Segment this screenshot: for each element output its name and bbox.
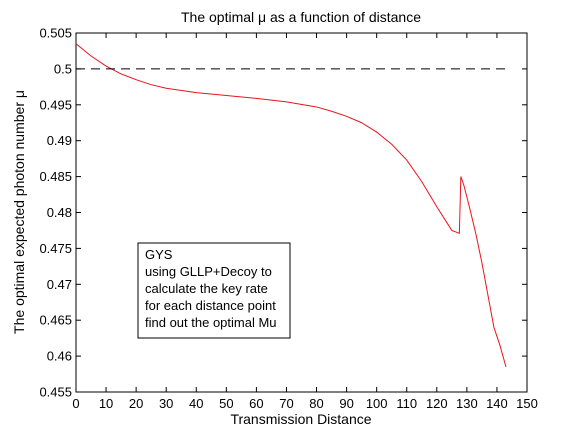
annotation-line-3: calculate the key rate xyxy=(145,281,268,296)
annotation-box: GYS using GLLP+Decoy to calculate the ke… xyxy=(137,242,291,339)
y-tick-label: 0.465 xyxy=(39,313,72,328)
y-axis-label: The optimal expected photon number μ xyxy=(11,90,27,334)
optimal-mu-series-line xyxy=(75,43,507,368)
x-axis-label: Transmission Distance xyxy=(230,411,371,427)
y-tick-label: 0.47 xyxy=(47,277,72,292)
x-axis-ticks: 0 10 20 30 40 50 60 70 80 90 100 110 120 130 140 150 xyxy=(72,33,538,411)
annotation-line-5: find out the optimal Mu xyxy=(145,315,277,330)
y-tick-label: 0.49 xyxy=(47,133,72,148)
x-tick-label: 110 xyxy=(396,396,417,411)
series-layer xyxy=(75,43,507,368)
y-tick-label: 0.505 xyxy=(39,26,72,41)
y-tick-label: 0.495 xyxy=(39,97,72,112)
annotation-frame xyxy=(137,242,291,339)
x-tick-label: 10 xyxy=(99,396,113,411)
x-tick-label: 30 xyxy=(159,396,173,411)
x-tick-label: 150 xyxy=(516,396,538,411)
y-tick-label: 0.5 xyxy=(54,61,72,76)
x-tick-label: 140 xyxy=(486,396,508,411)
annotation-line-1: GYS xyxy=(145,247,173,262)
x-tick-label: 0 xyxy=(72,396,79,411)
x-tick-label: 80 xyxy=(309,396,323,411)
x-tick-label: 40 xyxy=(189,396,203,411)
x-tick-label: 70 xyxy=(279,396,293,411)
y-tick-label: 0.485 xyxy=(39,169,72,184)
x-tick-label: 20 xyxy=(129,396,143,411)
chart-title: The optimal μ as a function of distance xyxy=(181,9,421,25)
y-tick-label: 0.455 xyxy=(39,385,72,400)
annotation-line-4: for each distance point xyxy=(145,298,276,313)
y-tick-label: 0.46 xyxy=(47,349,72,364)
y-tick-label: 0.475 xyxy=(39,241,72,256)
x-tick-label: 120 xyxy=(426,396,448,411)
x-tick-label: 50 xyxy=(219,396,233,411)
y-axis-ticks: 0.455 0.46 0.465 0.47 0.475 0.48 0.485 0.49 0.49… xyxy=(39,26,527,400)
x-tick-label: 90 xyxy=(339,396,353,411)
x-tick-label: 100 xyxy=(366,396,388,411)
x-tick-label: 130 xyxy=(456,396,478,411)
y-tick-label: 0.48 xyxy=(47,205,72,220)
x-tick-label: 60 xyxy=(249,396,263,411)
annotation-line-2: using GLLP+Decoy to xyxy=(145,264,272,279)
